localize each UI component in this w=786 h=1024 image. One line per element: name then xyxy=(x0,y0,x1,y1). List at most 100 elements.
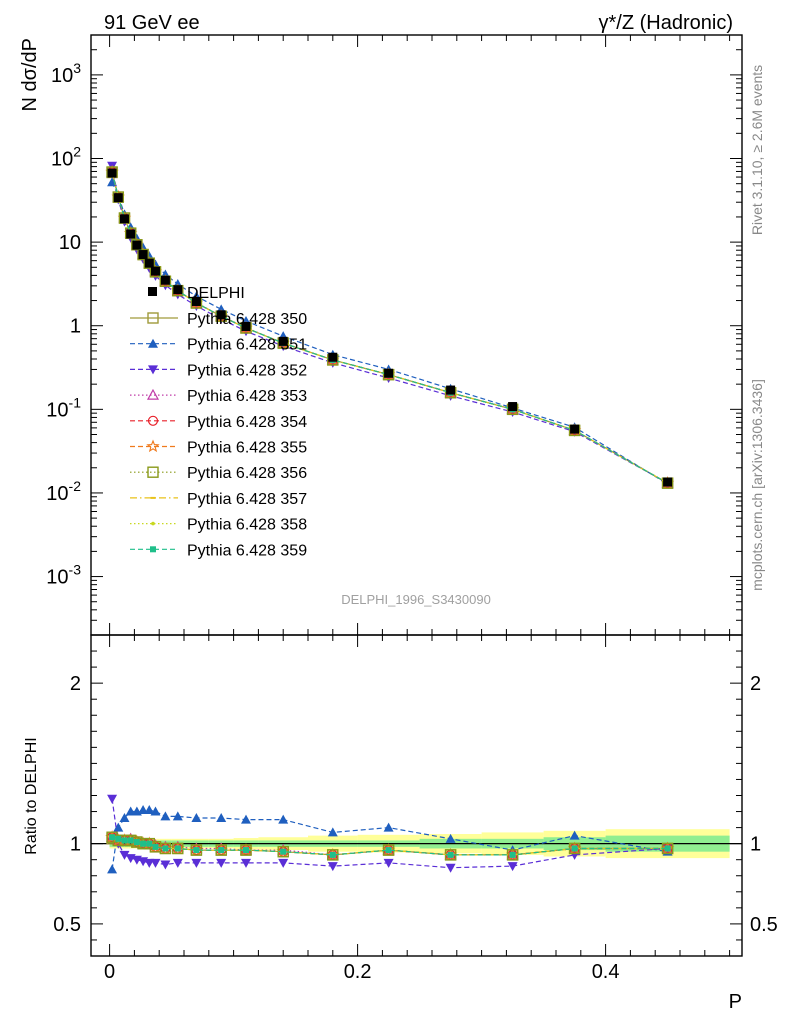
ratio-y-ticks xyxy=(91,634,742,941)
ratio-series-marker xyxy=(385,847,392,854)
ratio-y-tick-label-right: 1 xyxy=(750,834,761,856)
legend-label: Pythia 6.428 356 xyxy=(187,465,307,482)
ratio-series-marker xyxy=(327,827,338,837)
data-point xyxy=(278,336,288,346)
ratio-series-marker xyxy=(447,851,454,858)
legend: DELPHI Pythia 6.428 350 Pythia 6.428 351 Py… xyxy=(130,285,307,559)
x-tick-label: 0.2 xyxy=(344,961,372,983)
legend-marker xyxy=(147,312,159,324)
legend-label: Pythia 6.428 355 xyxy=(187,440,307,457)
ratio-series-marker xyxy=(193,847,200,854)
ratio-y-tick-label-right: 2 xyxy=(750,673,761,695)
series-marker xyxy=(137,248,149,261)
ratio-series-marker xyxy=(569,830,580,840)
ratio-series-marker xyxy=(174,845,181,852)
ratio-series-marker xyxy=(445,833,456,843)
ratio-series-marker xyxy=(241,858,251,868)
y-tick-label: 10-1 xyxy=(46,394,81,421)
ratio-y-axis-label: Ratio to DELPHI xyxy=(23,737,40,854)
x-ticks xyxy=(109,35,731,956)
ratio-series-marker xyxy=(162,845,169,852)
ratio-series-marker xyxy=(113,822,124,832)
ratio-series-marker xyxy=(445,863,456,873)
ratio-series-marker xyxy=(160,811,171,821)
data-point xyxy=(119,214,129,224)
main-y-ticks xyxy=(91,34,742,636)
data-point xyxy=(241,321,251,331)
data-point xyxy=(126,229,136,239)
delphi-data-points xyxy=(107,168,673,487)
ratio-series-marker xyxy=(278,814,289,824)
x-axis-label: P xyxy=(729,991,742,1013)
ratio-frame xyxy=(90,634,743,957)
y-tick-label: 102 xyxy=(51,144,81,171)
ratio-series-marker xyxy=(243,847,249,854)
rivet-version-label: Rivet 3.1.10, ≥ 2.6M events xyxy=(749,65,765,235)
ratio-series-marker xyxy=(115,835,122,842)
main-series-group xyxy=(105,161,675,489)
ratio-series-marker xyxy=(150,858,161,868)
y-tick-label: 10-3 xyxy=(46,562,81,589)
ratio-series-marker xyxy=(172,858,183,868)
legend-marker xyxy=(151,521,155,526)
legend-label: Pythia 6.428 353 xyxy=(187,388,307,405)
ratio-series-marker xyxy=(216,812,227,822)
ratio-series-marker xyxy=(144,804,155,814)
data-point xyxy=(508,402,518,412)
ratio-series-marker xyxy=(278,858,289,868)
ratio-series-marker xyxy=(216,858,227,868)
series-line xyxy=(111,171,668,484)
data-point xyxy=(570,424,580,434)
data-point xyxy=(663,477,673,487)
y-tick-label: 1 xyxy=(70,316,81,338)
ratio-series-group xyxy=(105,794,675,874)
legend-label: Pythia 6.428 358 xyxy=(187,517,307,534)
ratio-series-marker xyxy=(172,811,183,821)
series-marker xyxy=(143,257,155,269)
data-point xyxy=(132,240,142,250)
ratio-series-marker xyxy=(383,822,394,832)
ratio-series-marker xyxy=(150,806,161,816)
legend-label: Pythia 6.428 357 xyxy=(187,491,307,508)
data-point xyxy=(328,352,338,362)
data-point xyxy=(173,285,183,295)
data-point xyxy=(113,193,123,203)
ratio-series-marker xyxy=(160,860,171,870)
data-point xyxy=(107,168,117,178)
data-point xyxy=(191,296,201,306)
ratio-series-marker xyxy=(119,850,130,860)
ratio-series-marker xyxy=(218,847,225,854)
ratio-y-tick-label-right: 0.5 xyxy=(750,914,778,936)
ratio-series-marker xyxy=(109,834,116,841)
ratio-series-marker xyxy=(107,794,118,804)
legend-marker xyxy=(148,365,158,375)
data-point xyxy=(216,310,226,320)
ratio-series-352 xyxy=(107,794,673,873)
legend-label-data: DELPHI xyxy=(187,285,245,302)
legend-label: Pythia 6.428 351 xyxy=(187,337,307,354)
ratio-y-tick-label: 2 xyxy=(70,673,81,695)
main-y-axis-label: N dσ/dP xyxy=(19,38,41,112)
ratio-series-351 xyxy=(107,804,673,874)
legend-label: Pythia 6.428 354 xyxy=(187,414,307,431)
legend-label: Pythia 6.428 352 xyxy=(187,362,307,379)
ratio-series-marker xyxy=(280,848,287,855)
ratio-series-marker xyxy=(119,812,130,822)
ratio-y-tick-label: 0.5 xyxy=(53,914,81,936)
ratio-series-marker xyxy=(509,851,516,858)
ratio-uncertainty-bands xyxy=(91,829,742,859)
data-point xyxy=(160,275,170,285)
data-point xyxy=(144,258,154,268)
ratio-series-marker xyxy=(107,864,118,874)
data-point xyxy=(446,385,456,395)
ratio-series-line xyxy=(111,809,668,870)
data-point xyxy=(138,250,148,260)
legend-marker xyxy=(147,415,159,426)
ratio-series-marker xyxy=(140,840,147,847)
legend-marker-data xyxy=(148,287,157,296)
title-left: 91 GeV ee xyxy=(104,12,200,34)
legend-marker xyxy=(147,466,159,478)
ratio-series-marker xyxy=(507,862,518,872)
legend-label: Pythia 6.428 359 xyxy=(187,542,307,559)
